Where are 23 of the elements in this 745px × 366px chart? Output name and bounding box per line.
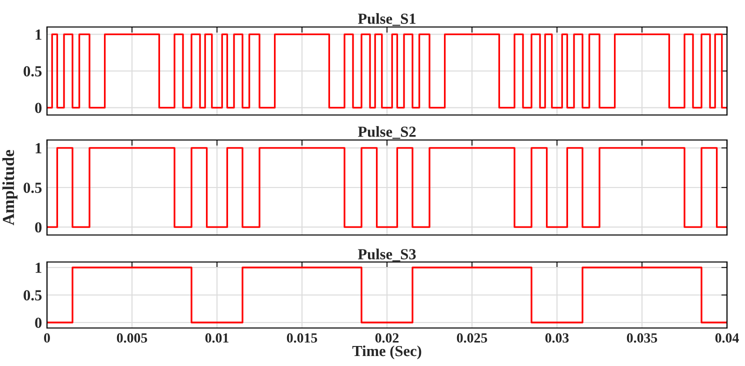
- x-tick-label: 0.025: [456, 333, 488, 343]
- x-tick-label: 0.005: [116, 333, 148, 343]
- chart-title: Pulse_S2: [358, 126, 416, 139]
- y-tick-label: 0.5: [24, 182, 42, 194]
- x-tick-label: 0.03: [545, 333, 569, 343]
- y-axis-title: Amplitude: [2, 150, 18, 226]
- y-tick-label: 0.5: [24, 66, 42, 77]
- y-tick-label: 0: [35, 222, 42, 233]
- y-tick-label: 1: [36, 143, 42, 154]
- y-tick-label: 0: [35, 318, 42, 328]
- x-tick-label: 0: [44, 333, 50, 343]
- y-tick-label: 1: [36, 30, 42, 40]
- x-tick-label: 0.015: [286, 333, 318, 343]
- chart-title: Pulse_S1: [358, 13, 416, 26]
- chart-title: Pulse_S3: [358, 248, 416, 262]
- x-tick-label: 0.04: [715, 333, 739, 343]
- x-axis-title: Time (Sec): [352, 345, 422, 360]
- x-tick-label: 0.01: [205, 333, 228, 343]
- x-tick-label: 0.02: [375, 333, 399, 343]
- y-tick-label: 1: [36, 262, 42, 273]
- y-tick-label: 0.5: [24, 290, 42, 301]
- x-tick-label: 0.035: [626, 333, 658, 343]
- y-tick-label: 0: [35, 102, 42, 114]
